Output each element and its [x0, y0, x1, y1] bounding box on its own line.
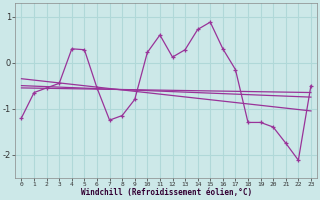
- X-axis label: Windchill (Refroidissement éolien,°C): Windchill (Refroidissement éolien,°C): [81, 188, 252, 197]
